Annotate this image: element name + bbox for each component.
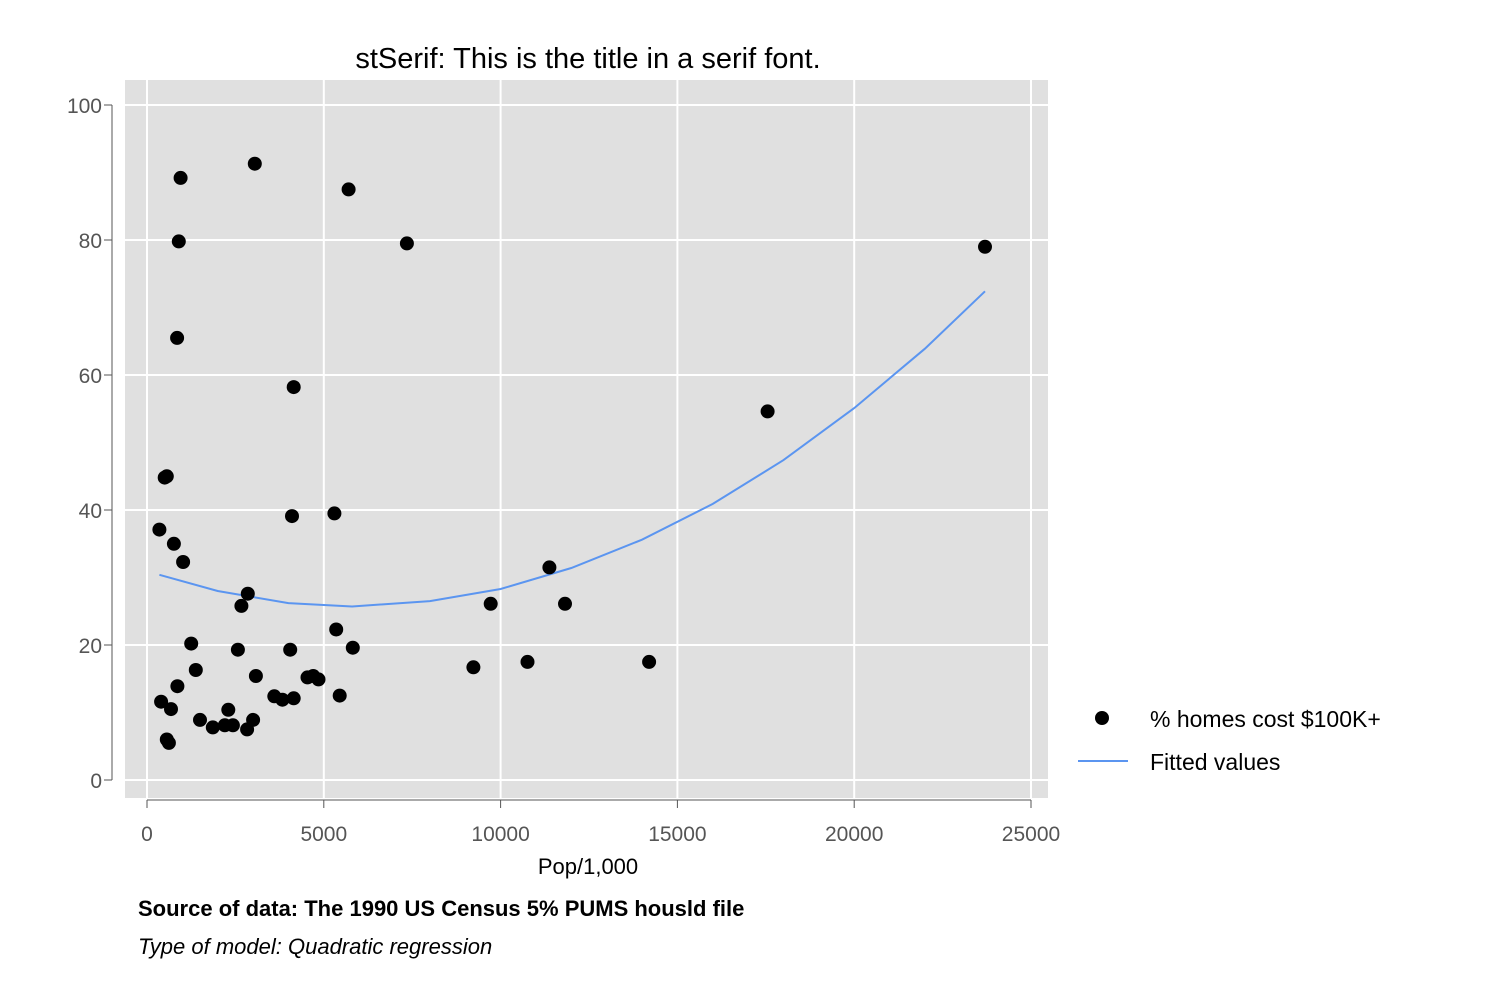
x-tick-label: 20000: [825, 823, 883, 846]
y-tick-label: 80: [79, 230, 102, 253]
scatter-point: [225, 718, 240, 733]
scatter-point: [171, 234, 186, 249]
scatter-point: [184, 636, 199, 651]
scatter-point: [205, 720, 220, 735]
scatter-point: [286, 380, 301, 395]
x-axis-label: Pop/1,000: [538, 854, 638, 879]
scatter-point: [170, 330, 185, 345]
scatter-point: [341, 182, 356, 197]
y-tick-label: 20: [79, 635, 102, 658]
y-tick-label: 0: [90, 770, 102, 793]
y-axis-ticks: 0 20 40 60 80 100: [67, 95, 112, 793]
scatter-point: [176, 555, 191, 569]
scatter-point: [164, 702, 178, 717]
scatter-point: [230, 642, 245, 657]
source-note: Source of data: The 1990 US Census 5% PU…: [138, 896, 745, 921]
scatter-point: [275, 692, 290, 707]
legend-label-line: Fitted values: [1150, 749, 1280, 775]
scatter-point: [345, 640, 360, 655]
scatter-point: [483, 596, 498, 611]
plot-area: [125, 80, 1048, 798]
y-tick-label: 100: [67, 95, 102, 118]
chart-title: stSerif: This is the title in a serif fo…: [355, 43, 820, 75]
scatter-point: [161, 735, 176, 750]
scatter-point: [188, 663, 203, 677]
x-axis-ticks: 0 5000 10000 15000 20000 25000: [141, 800, 1060, 846]
scatter-point: [234, 598, 249, 613]
scatter-point: [558, 596, 572, 611]
scatter-point: [327, 506, 342, 521]
scatter-point: [166, 536, 181, 551]
scatter-point: [240, 722, 255, 737]
scatter-point: [978, 239, 992, 254]
fitted-values-line: [159, 290, 986, 608]
scatter-point: [332, 688, 347, 703]
y-tick-label: 40: [79, 500, 102, 523]
legend-label-scatter: % homes cost $100K+: [1150, 706, 1381, 732]
scatter-point: [247, 156, 262, 171]
scatter-point: [520, 654, 535, 669]
x-tick-label: 0: [141, 823, 153, 846]
scatter-point: [154, 694, 169, 709]
scatter-point: [285, 509, 299, 524]
scatter-point: [311, 672, 326, 687]
scatter-point: [159, 469, 174, 484]
legend-marker-scatter: [1095, 711, 1109, 725]
scatter-point: [221, 702, 236, 717]
legend: % homes cost $100K+ Fitted values: [1078, 706, 1381, 775]
grid-lines: [125, 80, 1048, 798]
scatter-point: [170, 679, 185, 694]
scatter-point: [399, 236, 414, 251]
x-tick-label: 25000: [1002, 823, 1060, 846]
scatter-point: [286, 691, 301, 706]
scatter-point: [248, 669, 263, 683]
scatter-point: [193, 712, 207, 727]
scatter-point: [760, 404, 775, 419]
scatter-point: [542, 560, 557, 575]
scatter-point: [329, 622, 344, 637]
scatter-points: [152, 156, 992, 750]
model-note: Type of model: Quadratic regression: [138, 934, 493, 959]
scatter-point: [240, 586, 255, 601]
x-tick-label: 5000: [300, 823, 347, 846]
scatter-point: [466, 660, 481, 675]
scatter-point: [173, 170, 188, 185]
y-tick-label: 60: [79, 365, 102, 388]
scatter-point: [642, 654, 657, 669]
scatter-point: [283, 642, 298, 657]
scatter-point: [152, 522, 167, 537]
x-tick-label: 15000: [648, 823, 706, 846]
x-tick-label: 10000: [471, 823, 529, 846]
